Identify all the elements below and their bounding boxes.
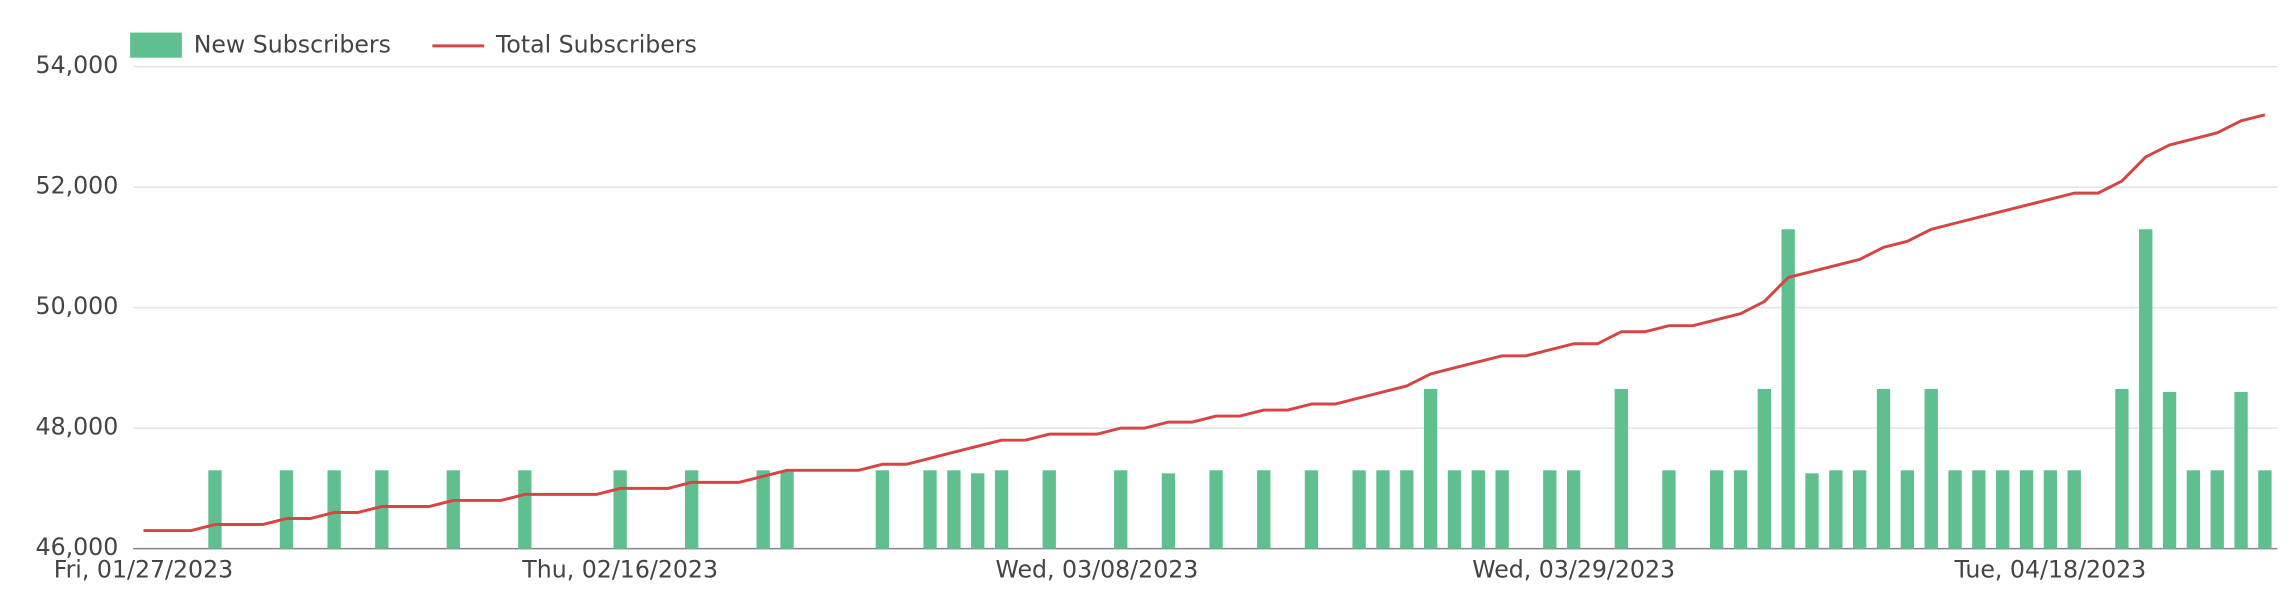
bar: [613, 470, 627, 549]
x-tick-label: Thu, 02/16/2023: [521, 555, 718, 583]
bar: [1114, 470, 1128, 549]
y-tick-label: 52,000: [36, 172, 119, 200]
bar: [2067, 470, 2081, 549]
bar: [446, 470, 460, 549]
legend-label: New Subscribers: [194, 30, 391, 58]
bar: [1400, 470, 1414, 549]
bar: [1757, 388, 1771, 549]
bar: [1304, 470, 1319, 549]
bar: [1423, 388, 1438, 549]
bar: [1352, 470, 1366, 549]
bar: [1257, 470, 1271, 549]
bar: [1853, 470, 1867, 549]
bar: [1996, 470, 2010, 549]
bar: [1471, 470, 1485, 549]
bar: [1161, 473, 1176, 549]
line: [143, 113, 2266, 533]
bar: [1376, 470, 1390, 549]
bar: [2186, 470, 2201, 549]
bar: [1733, 470, 1748, 549]
bar: [1543, 470, 1557, 549]
bar: [2234, 391, 2248, 549]
legend-label: Total Subscribers: [495, 30, 697, 58]
y-tick-label: 48,000: [36, 413, 119, 441]
bar: [2258, 470, 2272, 549]
bar: [875, 470, 890, 549]
bar: [375, 470, 389, 549]
bar: [2115, 388, 2129, 549]
bar: [518, 470, 532, 549]
bar: [1209, 470, 1223, 549]
bar: [2210, 470, 2224, 549]
bar: [756, 470, 770, 549]
y-tick-label: 54,000: [36, 51, 119, 79]
bar: [2043, 470, 2058, 549]
bar: [327, 470, 341, 549]
bar: [1662, 470, 1676, 549]
bar: [2162, 391, 2177, 549]
bar: [1495, 470, 1509, 549]
bar: [1829, 470, 1843, 549]
bar: [1876, 388, 1891, 549]
bar: [1566, 470, 1581, 549]
x-tick-label: Fri, 01/27/2023: [54, 555, 233, 583]
y-tick-label: 46,000: [36, 533, 119, 561]
bar: [1710, 470, 1724, 549]
bar: [279, 470, 294, 549]
bar: [1948, 470, 1962, 549]
bar: [1972, 470, 1986, 549]
x-tick-label: Tue, 04/18/2023: [1954, 555, 2147, 583]
bar: [1805, 473, 1819, 549]
bar: [1924, 388, 1938, 549]
bar: [1781, 229, 1795, 549]
x-tick-label: Wed, 03/29/2023: [1472, 555, 1675, 583]
bar: [1900, 470, 1915, 549]
bar: [1614, 388, 1628, 549]
legend-swatch: [130, 32, 182, 58]
bar: [1447, 470, 1462, 549]
x-tick-label: Wed, 03/08/2023: [995, 555, 1198, 583]
bar: [2139, 229, 2153, 549]
bar: [1042, 470, 1056, 549]
bar: [994, 470, 1009, 549]
bar: [923, 470, 937, 549]
bar: [780, 470, 794, 549]
bar: [2019, 470, 2034, 549]
bar: [947, 470, 961, 549]
bar: [208, 470, 222, 549]
bar: [971, 473, 985, 549]
y-tick-label: 50,000: [36, 292, 119, 320]
bar: [685, 470, 699, 549]
